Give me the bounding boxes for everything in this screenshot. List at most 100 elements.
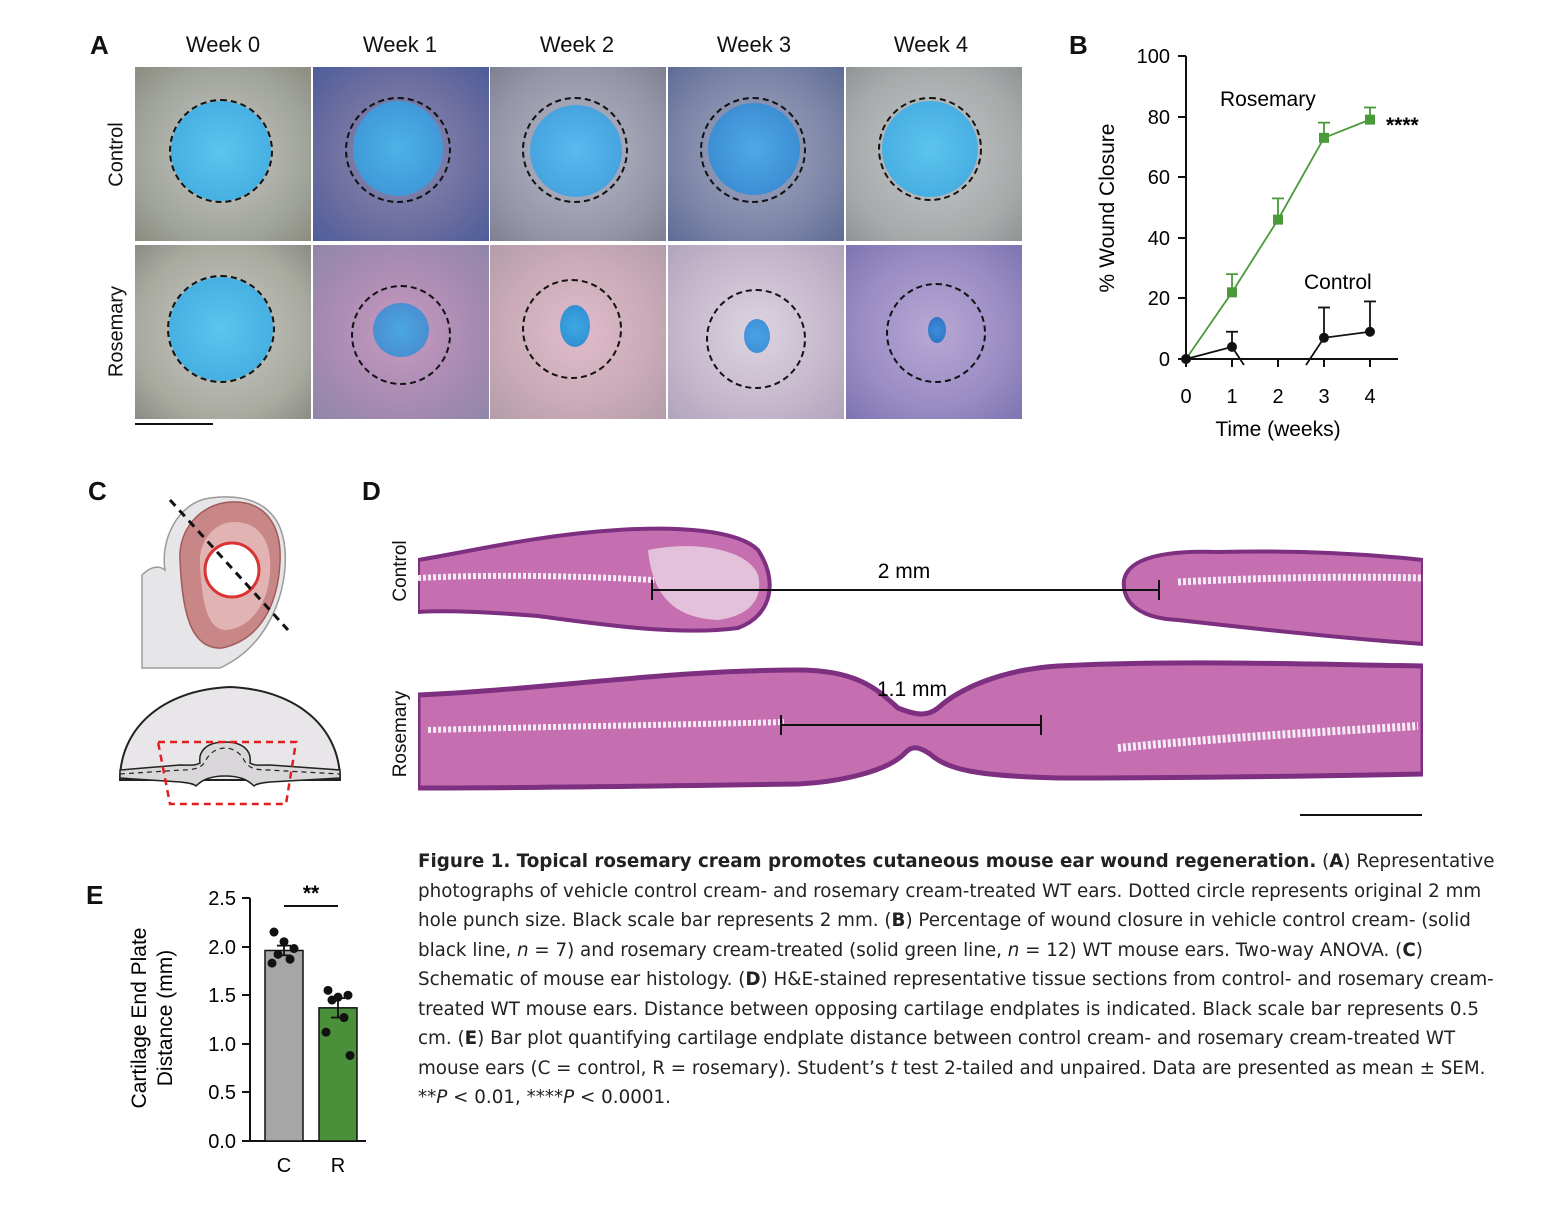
b-xtick-3: 3 (1318, 386, 1329, 408)
photo-control-week2 (490, 67, 666, 241)
b-ytick-100: 100 (1137, 46, 1170, 68)
e-significance: ** (303, 882, 320, 905)
caption-b-text3: = 12) WT mouse ears. Two-way ANOVA. ( (1019, 939, 1403, 961)
b-ylabel: % Wound Closure (1096, 124, 1119, 293)
figure-caption: Figure 1. Topical rosemary cream promote… (418, 851, 1495, 1108)
b-point-control-0 (1181, 354, 1191, 364)
e-point-r-6 (345, 1050, 355, 1060)
d-control-right-tissue (1121, 549, 1423, 647)
panel-c-letter: C (88, 476, 107, 506)
caption-a-label: A (1329, 851, 1344, 872)
e-bar-c (264, 949, 304, 1142)
e-point-r-5 (321, 1027, 331, 1037)
d-row-rosemary: Rosemary (390, 690, 411, 778)
cross-section-outline (118, 685, 342, 781)
caption-d-label: D (745, 969, 761, 990)
b-ytick-60: 60 (1148, 167, 1170, 189)
d-rosemary-right-cartilage (1117, 722, 1419, 752)
e-point-c-2 (289, 944, 299, 954)
b-x-ticks (1185, 359, 1371, 367)
caption-title: Figure 1. Topical rosemary cream promote… (418, 851, 1317, 872)
panel-b-letter: B (1069, 30, 1088, 60)
section-line (168, 498, 290, 632)
col-week-0: Week 0 (185, 32, 261, 57)
e-point-c-0 (269, 927, 279, 937)
caption-n-2: n (1007, 939, 1020, 961)
e-point-c-5 (267, 958, 277, 968)
caption-e-text3: < 0.01, **** (447, 1087, 564, 1108)
b-xtick-4: 4 (1364, 386, 1375, 408)
panel-c-schematic (118, 496, 342, 806)
b-series-group (1181, 106, 1376, 366)
caption-n-1: n (516, 939, 529, 961)
crop-box (156, 740, 298, 806)
e-point-c-4 (285, 954, 295, 964)
b-significance: **** (1386, 114, 1420, 137)
e-point-c-1 (279, 937, 289, 947)
e-bars-group (264, 927, 358, 1142)
b-label-control: Control (1304, 271, 1372, 294)
col-week-2: Week 2 (539, 32, 615, 57)
panel-e-letter: E (86, 880, 104, 910)
e-point-r-3 (327, 995, 337, 1005)
b-xtick-2: 2 (1272, 386, 1283, 408)
caption-b-text1: ) Percentage of wound closure in vehicle… (418, 910, 1471, 961)
d-row-control: Control (390, 540, 411, 602)
d-control-left-cartilage (418, 572, 655, 583)
caption-d-text: ) H&E-stained representative tissue sect… (418, 969, 1494, 1049)
caption-e-text4: < 0.0001. (574, 1087, 671, 1108)
col-week-4: Week 4 (893, 32, 969, 57)
col-week-3: Week 3 (716, 32, 792, 57)
e-xtick-r: R (331, 1155, 345, 1177)
caption-b-text2: = 7) and rosemary cream-treated (solid g… (528, 939, 1008, 961)
cartilage-line (119, 747, 341, 775)
e-ytick-20: 2.0 (208, 937, 236, 959)
panel-a-letter: A (90, 30, 109, 60)
caption-t: t (890, 1057, 898, 1079)
scale-bar-a (135, 423, 213, 425)
d-control-distance: 2 mm (878, 560, 931, 583)
caption-c-label: C (1402, 939, 1416, 961)
e-ylabel-2: Distance (mm) (154, 950, 177, 1087)
e-xtick-c: C (277, 1155, 291, 1177)
e-ytick-0: 0.0 (208, 1131, 236, 1153)
tissue-layer (119, 741, 341, 788)
panel-d-histology: 2 mm 1.1 mm (418, 526, 1423, 791)
col-week-1: Week 1 (362, 32, 438, 57)
row-control: Control (105, 122, 128, 187)
photo-control-week0 (135, 67, 311, 241)
caption-a-text: ) Representative photographs of vehicle … (418, 851, 1495, 931)
b-ytick-40: 40 (1148, 228, 1170, 250)
e-ytick-25: 2.5 (208, 888, 236, 910)
b-ytick-0: 0 (1159, 349, 1170, 371)
d-control-right-cartilage (1177, 573, 1423, 586)
caption-b-label: B (891, 910, 906, 931)
photo-rosemary-week2 (490, 245, 666, 419)
b-ytick-20: 20 (1148, 288, 1170, 310)
photo-rosemary-week1 (313, 245, 489, 419)
b-point-control-4 (1365, 326, 1375, 337)
d-control-left-granulation (648, 546, 760, 620)
e-point-r-2 (343, 990, 353, 1000)
b-point-rosemary-1 (1227, 287, 1237, 298)
wound-hole-icon (203, 541, 261, 599)
b-point-rosemary-3 (1319, 132, 1329, 143)
d-rosemary-distance: 1.1 mm (877, 678, 947, 701)
e-ytick-10: 1.0 (208, 1034, 236, 1056)
e-point-r-4 (339, 1013, 349, 1023)
b-point-rosemary-2 (1273, 214, 1283, 225)
photo-control-week3 (668, 67, 844, 241)
photo-rosemary-week0 (135, 245, 311, 419)
panel-e-chart: Cartilage End Plate Distance (mm) 0.0 0.… (128, 882, 366, 1177)
b-point-rosemary-4 (1365, 114, 1375, 125)
e-ytick-05: 0.5 (208, 1082, 236, 1104)
b-line-rosemary (1185, 118, 1371, 360)
b-ytick-80: 80 (1148, 107, 1170, 129)
b-xlabel: Time (weeks) (1215, 418, 1340, 441)
e-y-ticks (242, 897, 250, 1142)
b-point-control-3 (1319, 332, 1329, 343)
d-rosemary-left-cartilage (427, 719, 785, 733)
b-y-ticks (1178, 55, 1186, 360)
b-point-control-1 (1227, 341, 1237, 352)
e-bar-r (318, 1007, 358, 1142)
